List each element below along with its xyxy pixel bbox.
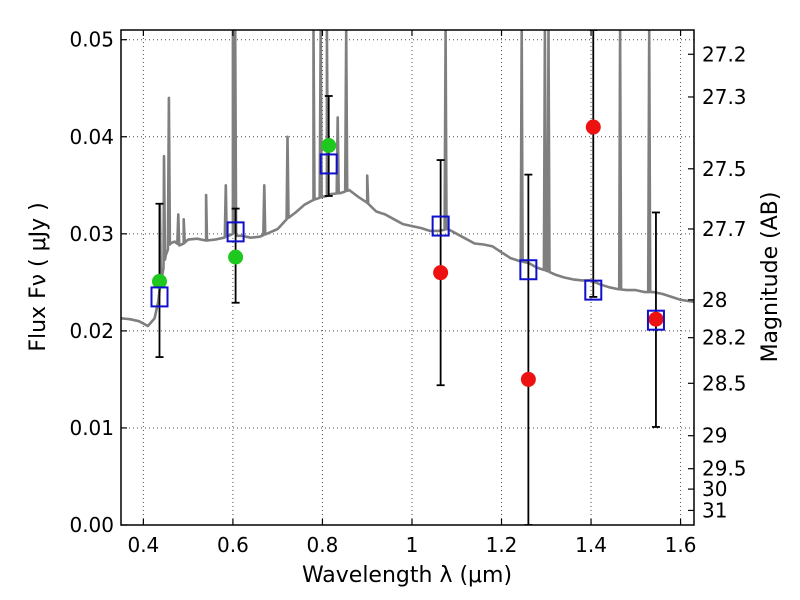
data-point-circle	[228, 249, 244, 265]
data-points	[150, 119, 665, 387]
right-tick-label: 31	[702, 498, 727, 522]
data-point-circle	[520, 371, 536, 387]
y-axis-label: Flux Fν ( μJy )	[26, 202, 51, 351]
right-tick-label: 27.7	[702, 217, 747, 241]
y-tick-label: 0.00	[69, 513, 114, 537]
right-tick-label: 29.5	[702, 457, 747, 481]
x-tick-label: 0.6	[217, 533, 249, 557]
grid-lines	[121, 30, 694, 525]
y-axis-ticks: 0.00 0.01 0.02 0.03 0.04 0.05	[69, 28, 127, 537]
right-tick-label: 28.5	[702, 371, 747, 395]
x-tick-label: 1.4	[575, 533, 607, 557]
data-point-circle	[585, 119, 601, 135]
right-tick-label: 29	[702, 424, 727, 448]
data-point-circle	[433, 265, 449, 281]
y-tick-label: 0.01	[69, 416, 114, 440]
plot-frame	[120, 29, 695, 526]
model-spectrum	[121, 30, 694, 328]
x-tick-label: 1.6	[665, 533, 697, 557]
model-photometry-square	[519, 259, 538, 281]
x-tick-label: 1.2	[486, 533, 518, 557]
x-tick-label: 1	[406, 533, 419, 557]
right-tick-label: 27.2	[702, 42, 747, 66]
model-photometry-square	[584, 279, 603, 301]
model-photometry-square	[646, 309, 665, 331]
y-tick-label: 0.04	[69, 125, 114, 149]
x-tick-label: 0.8	[307, 533, 339, 557]
y-tick-label: 0.03	[69, 222, 114, 246]
right-tick-label: 30	[702, 477, 727, 501]
model-photometry-square	[150, 286, 169, 308]
model-photometry-square	[226, 221, 245, 243]
right-axis-label: Magnitude (AB)	[758, 192, 783, 363]
data-point-circle	[648, 311, 664, 327]
x-axis-label: Wavelength λ (μm)	[302, 563, 512, 588]
model-photometry-square	[431, 215, 450, 237]
right-tick-label: 27.5	[702, 157, 747, 181]
x-tick-label: 0.4	[127, 533, 159, 557]
right-tick-label: 28.2	[702, 326, 747, 350]
x-axis-ticks: 0.4 0.6 0.8 1 1.2 1.4 1.6	[127, 30, 696, 557]
data-point-circle	[321, 138, 337, 153]
data-point-circle	[151, 273, 167, 289]
right-tick-label: 28	[702, 288, 727, 312]
right-tick-label: 27.3	[702, 85, 747, 109]
y-tick-label: 0.02	[69, 319, 114, 343]
model-spectrum-line	[121, 30, 694, 328]
model-photometry-square	[319, 153, 338, 175]
error-bars	[155, 30, 660, 525]
y-tick-label: 0.05	[69, 28, 114, 52]
